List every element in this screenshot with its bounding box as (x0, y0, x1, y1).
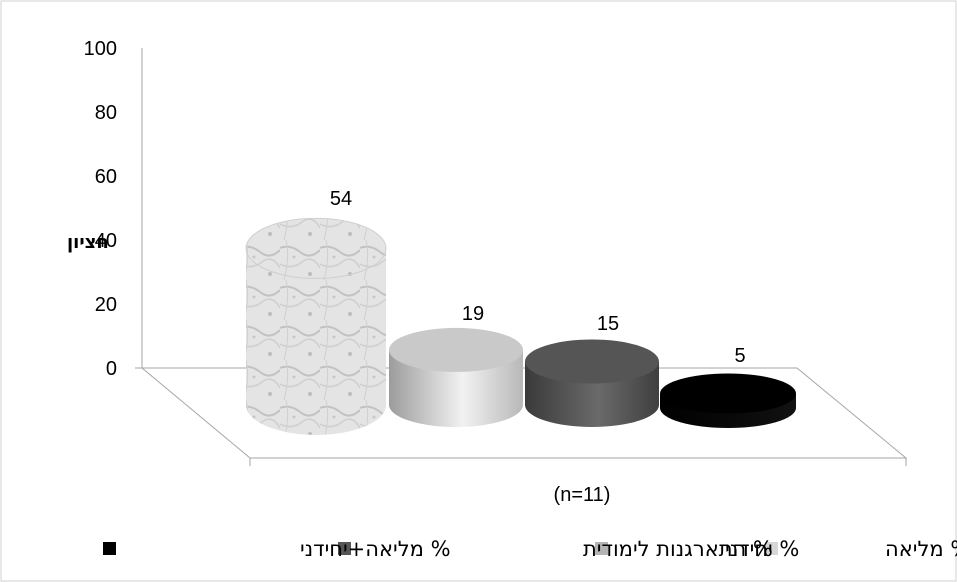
bars (245, 217, 796, 435)
bar-top (660, 373, 796, 414)
bar-cylinder (245, 217, 387, 435)
legend-item: % מליאה (765, 537, 957, 561)
y-axis-label: חציון (67, 232, 109, 253)
legend-label: % יחידני (725, 537, 799, 561)
legend-swatch (103, 542, 116, 555)
bar-cylinder (525, 339, 659, 427)
legend-item: % יחידני (595, 537, 799, 561)
bar-cylinder (660, 373, 796, 428)
bar-side (246, 248, 386, 435)
data-label: 15 (597, 313, 619, 335)
legend-item: % מליאה+יחידני (103, 537, 451, 561)
y-tick-label: 20 (95, 294, 117, 316)
bar-cylinder (389, 327, 523, 427)
legend-label: % התארגנות לימודית (583, 537, 773, 561)
y-tick-label: 80 (95, 102, 117, 124)
y-tick-label: 100 (84, 38, 117, 60)
legend: % מליאה % יחידני% התארגנות לימודית % מליאה… (103, 537, 957, 561)
data-label: 5 (734, 345, 745, 367)
bar-top (525, 339, 659, 384)
legend-swatch (765, 542, 778, 555)
x-axis-label: (n=11) (554, 484, 611, 506)
legend-swatch (338, 542, 351, 555)
y-tick-label: 0 (106, 358, 117, 380)
bar-side (389, 349, 523, 427)
legend-label: % מליאה (885, 537, 957, 561)
data-label: 19 (462, 303, 484, 325)
legend-item: % התארגנות לימודית (338, 537, 773, 561)
data-labels: 54 19 15 5 (330, 188, 746, 367)
legend-swatch (595, 542, 608, 555)
legend-label: % מליאה+יחידני (300, 537, 451, 561)
y-ticks: 0 20 40 60 80 100 (84, 38, 117, 380)
data-label: 54 (330, 188, 352, 210)
bar-top (245, 217, 387, 279)
y-tick-label: 60 (95, 166, 117, 188)
y-tick-label: 40 (95, 230, 117, 252)
bar-top (389, 327, 523, 372)
